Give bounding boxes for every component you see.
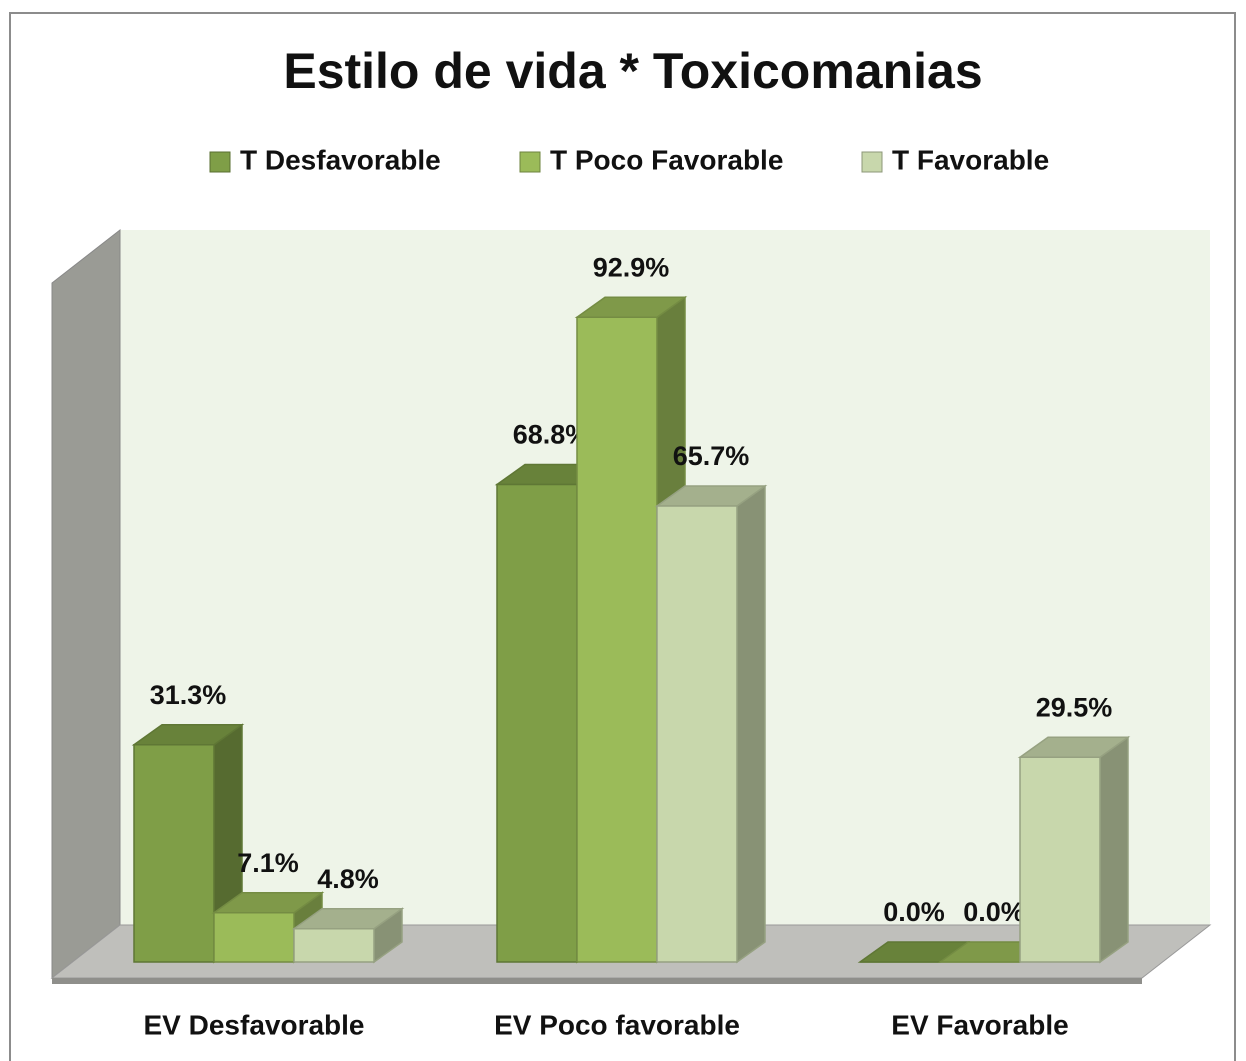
bar (654, 484, 768, 964)
data-label: 92.9% (593, 252, 670, 282)
legend-label: T Desfavorable (240, 144, 441, 175)
bar-front (1019, 756, 1101, 963)
data-label: 29.5% (1036, 692, 1113, 722)
legend-swatch (209, 151, 231, 173)
bar-front (133, 744, 215, 963)
legend-swatch (519, 151, 541, 173)
bar-front (293, 927, 375, 963)
bar-front (576, 316, 658, 963)
bar-side (1099, 735, 1129, 964)
x-tick-label: EV Desfavorable (144, 1009, 365, 1040)
bar-front (656, 505, 738, 963)
x-tick-label: EV Poco favorable (494, 1009, 740, 1040)
legend-label: T Favorable (892, 144, 1049, 175)
data-label: 0.0% (883, 897, 945, 927)
bar-front (213, 911, 295, 963)
legend-label: T Poco Favorable (550, 144, 783, 175)
data-label: 7.1% (237, 848, 299, 878)
bar-side (736, 484, 766, 964)
side-wall (51, 228, 121, 980)
data-label: 0.0% (963, 897, 1025, 927)
data-label: 65.7% (673, 441, 750, 471)
x-tick-label: EV Favorable (891, 1009, 1068, 1040)
floor-edge (52, 978, 1142, 984)
bar-front (496, 483, 578, 963)
bar (291, 907, 405, 964)
legend-swatch (861, 151, 883, 173)
data-label: 31.3% (150, 680, 227, 710)
data-label: 4.8% (317, 864, 379, 894)
chart-title: Estilo de vida * Toxicomanias (283, 43, 982, 99)
bar (1017, 735, 1131, 964)
